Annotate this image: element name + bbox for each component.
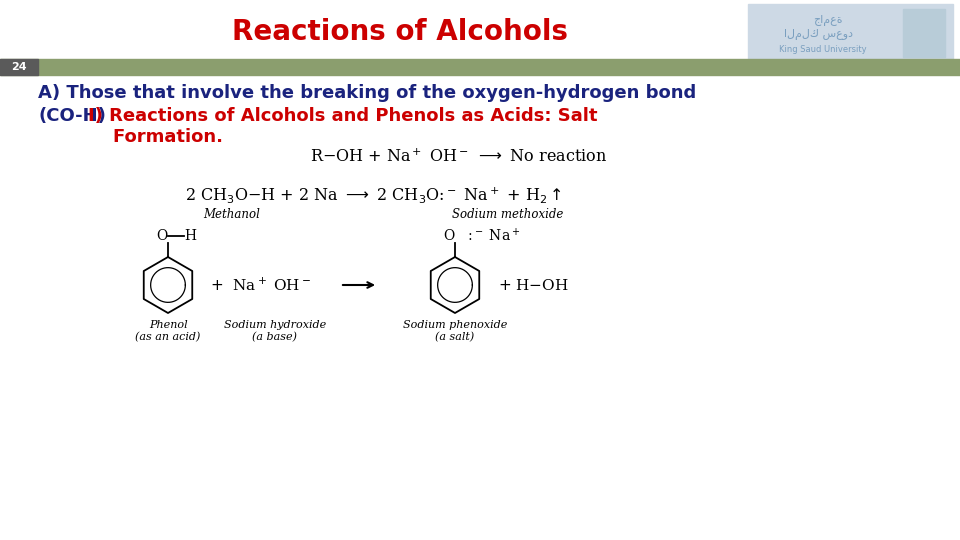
Text: Reactions of Alcohols: Reactions of Alcohols	[232, 18, 568, 46]
Text: R$-$OH $+$ Na$^+$ OH$^-$ $\longrightarrow$ No reaction: R$-$OH $+$ Na$^+$ OH$^-$ $\longrightarro…	[310, 148, 608, 166]
Bar	[0, 59, 38, 75]
Bar	[748, 4, 953, 62]
Text: $+$ H$-$OH: $+$ H$-$OH	[498, 278, 568, 293]
Text: Sodium methoxide: Sodium methoxide	[452, 207, 564, 220]
Text: O: O	[156, 229, 168, 243]
Bar	[0, 59, 960, 75]
Text: Phenol: Phenol	[149, 320, 187, 330]
Text: I) Reactions of Alcohols and Phenols as Acids: Salt: I) Reactions of Alcohols and Phenols as …	[88, 107, 597, 125]
Bar	[903, 9, 945, 57]
Text: Sodium hydroxide: Sodium hydroxide	[224, 320, 326, 330]
Text: O: O	[444, 229, 455, 243]
Text: Methanol: Methanol	[204, 207, 260, 220]
Text: Formation.: Formation.	[88, 128, 223, 146]
Text: 2 CH$_3$O$-$H $+$ 2 Na $\longrightarrow$ 2 CH$_3$O:$^-$ Na$^+$ $+$ H$_2\uparrow$: 2 CH$_3$O$-$H $+$ 2 Na $\longrightarrow$…	[185, 185, 562, 205]
Text: جامعة: جامعة	[813, 15, 843, 25]
Text: (CO-H): (CO-H)	[38, 107, 106, 125]
Text: King Saud University: King Saud University	[780, 44, 867, 53]
Text: :$^-$ Na$^+$: :$^-$ Na$^+$	[463, 227, 520, 245]
Text: الملك سعود: الملك سعود	[783, 29, 852, 39]
Text: (a base): (a base)	[252, 332, 298, 342]
Text: (as an acid): (as an acid)	[135, 332, 201, 342]
Text: $+$  Na$^+$ OH$^-$: $+$ Na$^+$ OH$^-$	[210, 276, 311, 294]
Text: A) Those that involve the breaking of the oxygen-hydrogen bond: A) Those that involve the breaking of th…	[38, 84, 696, 102]
Text: H: H	[184, 229, 196, 243]
Text: (a salt): (a salt)	[436, 332, 474, 342]
Text: 24: 24	[12, 62, 27, 72]
Text: Sodium phenoxide: Sodium phenoxide	[403, 320, 507, 330]
